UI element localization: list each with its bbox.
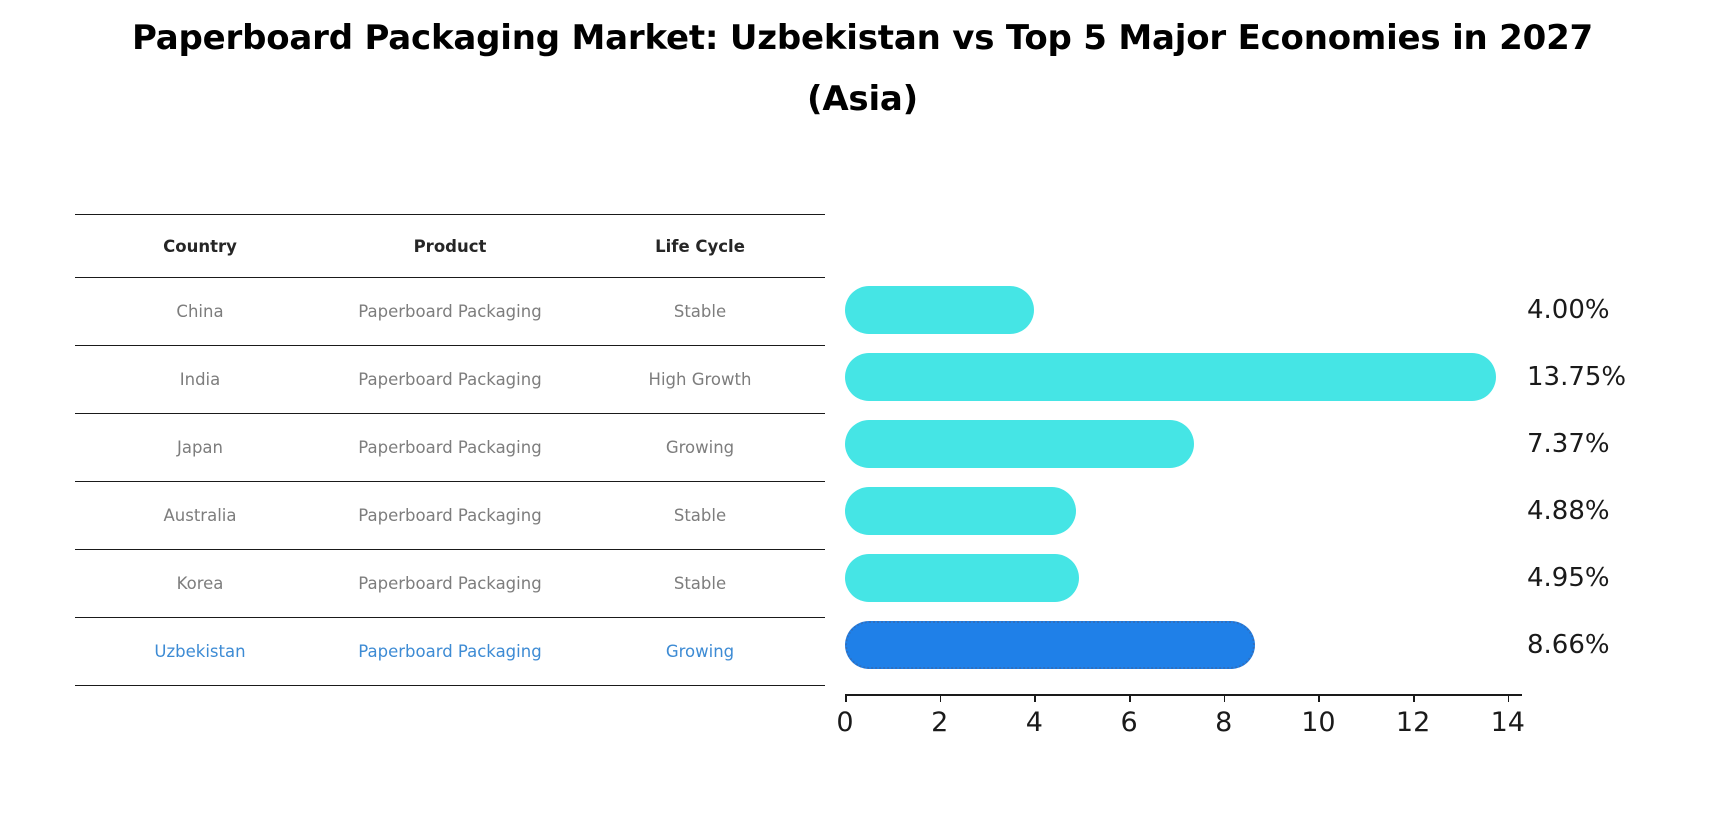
cell-country: India xyxy=(75,345,325,414)
x-tick-mark xyxy=(1034,694,1036,702)
bar-track xyxy=(845,614,1522,676)
cell-life-cycle: High Growth xyxy=(575,345,825,414)
bar-value-label: 4.00% xyxy=(1527,295,1610,325)
cell-product: Paperboard Packaging xyxy=(325,549,575,618)
bar-value-label: 4.95% xyxy=(1527,563,1610,593)
cell-product: Paperboard Packaging xyxy=(325,481,575,550)
bar-korea[interactable] xyxy=(845,554,1080,602)
x-tick-label: 14 xyxy=(1490,707,1525,738)
column-header-life-cycle: Life Cycle xyxy=(575,214,825,278)
title-line-1: Paperboard Packaging Market: Uzbekistan … xyxy=(131,18,1594,58)
x-tick-label: 6 xyxy=(1120,707,1138,738)
bar-track xyxy=(845,279,1522,341)
x-tick-mark xyxy=(1223,694,1226,702)
table-row: Japan Paperboard Packaging Growing xyxy=(75,413,825,482)
cell-country: Japan xyxy=(75,413,325,482)
bar-china[interactable] xyxy=(845,286,1035,334)
cell-country: Australia xyxy=(75,481,325,550)
bar-value-label: 8.66% xyxy=(1527,630,1610,660)
table-row: Korea Paperboard Packaging Stable xyxy=(75,549,825,618)
cell-product: Paperboard Packaging xyxy=(325,277,575,346)
x-tick-mark xyxy=(845,694,847,702)
table-row: Australia Paperboard Packaging Stable xyxy=(75,481,825,550)
table-header-row: Country Product Life Cycle xyxy=(75,214,825,278)
country-table: Country Product Life Cycle China Paperboa… xyxy=(75,214,825,686)
x-tick-mark xyxy=(1129,694,1131,702)
x-tick-label: 8 xyxy=(1215,707,1233,738)
cell-country: China xyxy=(75,277,325,346)
table-header: Country Product Life Cycle xyxy=(75,214,825,278)
table-row: Uzbekistan Paperboard Packaging Growing xyxy=(75,617,825,686)
bar-track xyxy=(845,480,1522,542)
table-row: India Paperboard Packaging High Growth xyxy=(75,345,825,414)
cell-country: Uzbekistan xyxy=(75,617,325,686)
bar-track xyxy=(845,413,1522,475)
bar-value-label: 13.75% xyxy=(1527,362,1627,392)
x-tick-label: 2 xyxy=(931,707,949,738)
cell-life-cycle: Growing xyxy=(575,413,825,482)
bar-value-label: 7.37% xyxy=(1527,429,1610,459)
table-row: China Paperboard Packaging Stable xyxy=(75,277,825,346)
x-tick-label: 0 xyxy=(836,707,854,738)
x-tick-mark xyxy=(1413,694,1415,702)
x-tick-mark xyxy=(939,694,942,702)
bar-australia[interactable] xyxy=(845,487,1077,535)
cell-life-cycle: Growing xyxy=(575,617,825,686)
x-tick-label: 10 xyxy=(1301,707,1336,738)
cell-product: Paperboard Packaging xyxy=(325,345,575,414)
x-axis-line xyxy=(845,694,1522,696)
cell-country: Korea xyxy=(75,549,325,618)
cell-life-cycle: Stable xyxy=(575,481,825,550)
cell-product: Paperboard Packaging xyxy=(325,617,575,686)
x-tick-mark xyxy=(1318,694,1321,702)
title-line-2: (Asia) xyxy=(806,79,919,119)
table-body: China Paperboard Packaging Stable India Pape… xyxy=(75,277,825,686)
page-title: Paperboard Packaging Market: Uzbekistan … xyxy=(0,8,1725,130)
column-header-product: Product xyxy=(325,214,575,278)
bar-value-label: 4.88% xyxy=(1527,496,1610,526)
column-header-country: Country xyxy=(75,214,325,278)
bar-track xyxy=(845,547,1522,609)
bar-japan[interactable] xyxy=(845,420,1194,468)
x-tick-label: 12 xyxy=(1395,707,1431,738)
x-tick-mark xyxy=(1507,694,1510,702)
cell-product: Paperboard Packaging xyxy=(325,413,575,482)
cell-life-cycle: Stable xyxy=(575,549,825,618)
x-tick-label: 4 xyxy=(1025,707,1043,738)
bar-uzbekistan[interactable] xyxy=(845,621,1255,669)
bar-india[interactable] xyxy=(845,353,1496,401)
bar-track xyxy=(845,346,1522,408)
cell-life-cycle: Stable xyxy=(575,277,825,346)
